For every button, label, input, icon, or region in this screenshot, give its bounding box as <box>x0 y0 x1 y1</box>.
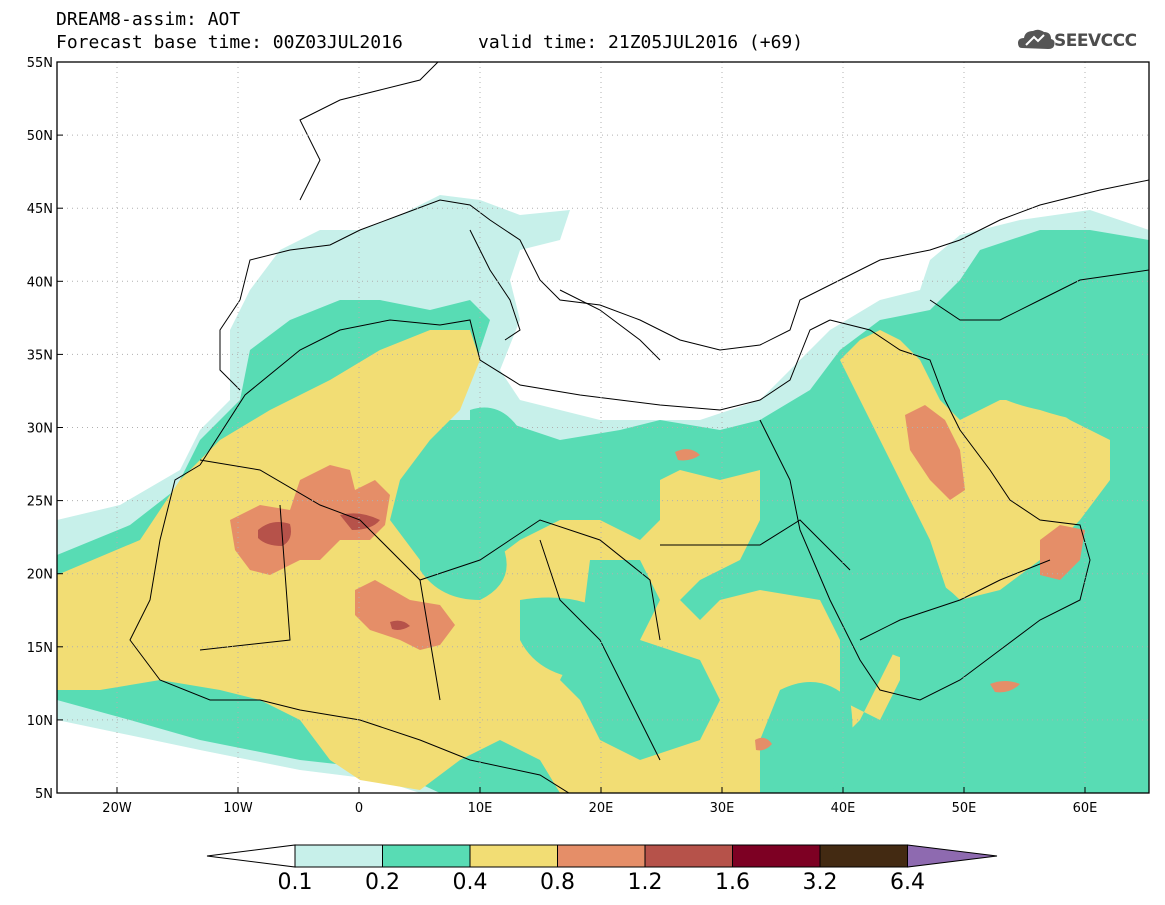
colorbar-swatch <box>732 844 821 868</box>
valid-time: valid time: 21Z05JUL2016 (+69) <box>478 32 804 53</box>
lon-label: 20W <box>102 801 132 816</box>
colorbar-swatch <box>294 844 383 868</box>
seevccc-logo: SEEVCCC <box>1054 31 1137 51</box>
colorbar-swatch <box>819 844 908 868</box>
lat-label: 50N <box>27 129 53 144</box>
lat-label: 15N <box>27 641 53 656</box>
lon-label: 10E <box>468 801 493 816</box>
aot-band-0.2-patch <box>860 560 960 660</box>
colorbar-label: 1.2 <box>627 870 663 895</box>
map-title: DREAM8-assim: AOT <box>56 9 241 30</box>
aot-band-0.4 <box>57 330 1110 793</box>
lat-label: 25N <box>27 495 53 510</box>
aot-band-0.8 <box>755 737 772 751</box>
lon-label: 20E <box>589 801 614 816</box>
lat-label: 20N <box>27 568 53 583</box>
colorbar-over-triangle <box>907 844 998 868</box>
aot-band-0.8 <box>230 465 390 575</box>
colorbar-label: 0.4 <box>452 870 488 895</box>
aot-band-0.8 <box>905 405 965 500</box>
colorbar-label: 3.2 <box>802 870 838 895</box>
aot-band-1.2 <box>340 513 380 530</box>
cloud-logo-icon <box>1018 29 1055 49</box>
graticule <box>57 62 1149 793</box>
lat-label: 55N <box>27 56 53 71</box>
lon-label: 60E <box>1073 801 1098 816</box>
aot-band-0.2-patch <box>470 407 520 490</box>
forecast-base-time: Forecast base time: 00Z03JUL2016 <box>56 32 403 53</box>
aot-band-0.8 <box>1040 525 1085 580</box>
lat-label: 30N <box>27 422 53 437</box>
colorbar-label: 6.4 <box>890 870 925 895</box>
colorbar-label: 1.6 <box>715 870 750 895</box>
lat-label: 40N <box>27 275 53 290</box>
lon-label: 40E <box>831 801 856 816</box>
colorbar-swatch <box>557 844 646 868</box>
colorbar-label: 0.2 <box>365 870 400 895</box>
lat-label: 5N <box>35 787 53 802</box>
lon-label: 10W <box>223 801 253 816</box>
aot-band-0.8 <box>990 681 1020 693</box>
lon-label: 30E <box>710 801 735 816</box>
coastlines <box>129 62 1149 793</box>
aot-band-0.8 <box>675 449 700 461</box>
lon-label: 50E <box>952 801 977 816</box>
colorbar-swatch <box>644 844 733 868</box>
lon-label: 0 <box>355 801 363 816</box>
latitude-labels: 55N 50N 45N 40N 35N 30N 25N 20N 15N 10N 5N <box>27 56 63 802</box>
aot-band-0.8 <box>355 580 455 650</box>
lat-label: 35N <box>27 348 53 363</box>
aot-contours <box>57 195 1149 793</box>
colorbar-label: 0.1 <box>277 870 313 895</box>
aot-band-0.2-patch <box>560 560 720 760</box>
aot-band-0.2-patch <box>760 682 853 793</box>
colorbar-under-triangle <box>206 844 296 868</box>
longitude-labels: 20W 10W 0 10E 20E 30E 40E 50E 60E <box>102 787 1097 816</box>
aot-band-0.2-patch <box>420 530 507 600</box>
colorbar-swatch <box>469 844 558 868</box>
lat-label: 45N <box>27 202 53 217</box>
colorbar-swatch <box>382 844 471 868</box>
aot-band-1.2 <box>390 620 410 630</box>
colorbar-label: 0.8 <box>540 870 575 895</box>
lat-label: 10N <box>27 714 53 729</box>
aot-band-0.2-patch <box>960 326 1149 424</box>
